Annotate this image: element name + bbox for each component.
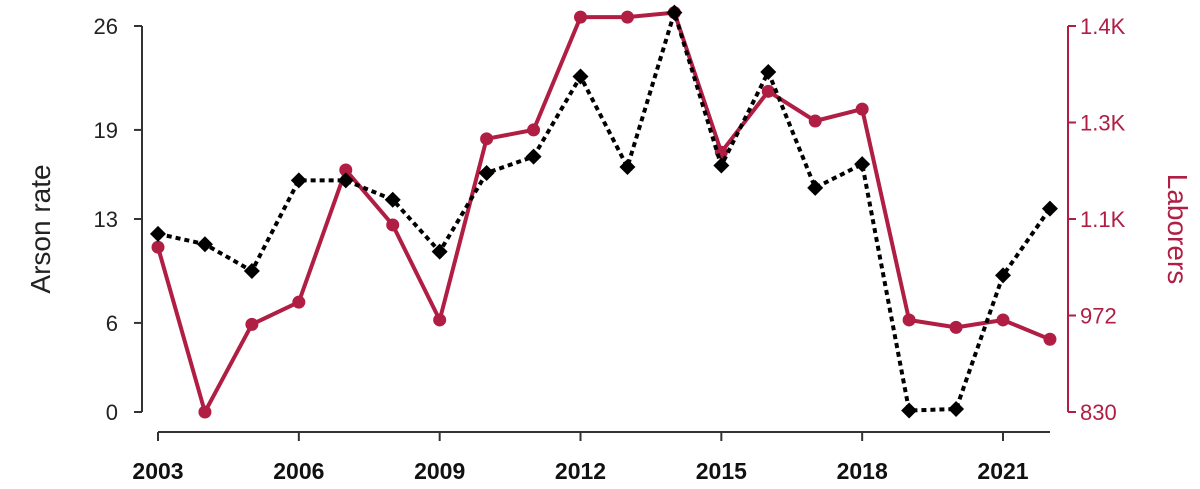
x-tick-label: 2009 — [414, 458, 465, 484]
data-point-circle — [292, 295, 306, 309]
left-tick-label: 6 — [106, 311, 118, 336]
data-point-diamond — [1041, 200, 1058, 217]
right-tick-label: 1.1K — [1080, 207, 1126, 232]
data-point-circle — [433, 313, 447, 327]
data-point-circle — [1043, 332, 1057, 346]
right-tick-label: 972 — [1080, 304, 1117, 329]
data-point-diamond — [384, 191, 401, 208]
data-point-diamond — [243, 262, 260, 279]
data-point-diamond — [854, 156, 871, 173]
data-point-diamond — [572, 68, 589, 85]
data-point-diamond — [525, 148, 542, 165]
series-layer — [150, 4, 1058, 419]
data-point-circle — [198, 405, 212, 419]
data-point-diamond — [150, 225, 166, 242]
right-axis: 830 972 1.1K 1.3K 1.4K — [1067, 14, 1126, 425]
data-point-diamond — [196, 236, 213, 253]
data-point-diamond — [666, 4, 683, 21]
data-point-circle — [902, 313, 916, 327]
data-point-circle — [527, 123, 541, 137]
y-axis-label-right: Laborers — [1162, 174, 1193, 285]
y-axis-label-left: Arson rate — [25, 164, 56, 293]
data-point-circle — [808, 114, 822, 128]
series-line — [156, 10, 1051, 414]
left-tick-label: 0 — [106, 400, 118, 425]
right-tick-label: 830 — [1080, 400, 1117, 425]
left-tick-label: 13 — [94, 207, 118, 232]
x-tick-label: 2015 — [696, 458, 747, 484]
data-point-diamond — [337, 172, 354, 189]
left-tick-label: 26 — [94, 14, 118, 39]
right-tick-label: 1.4K — [1080, 14, 1126, 39]
data-point-diamond — [431, 243, 448, 260]
right-tick-label: 1.3K — [1080, 111, 1126, 136]
data-point-diamond — [948, 401, 965, 418]
data-point-diamond — [995, 267, 1011, 284]
data-point-circle — [245, 317, 259, 331]
left-axis: 0 6 13 19 26 — [94, 14, 143, 425]
data-point-circle — [761, 84, 775, 98]
series-arson-rate — [150, 4, 1058, 419]
data-point-circle — [480, 132, 494, 146]
data-point-diamond — [807, 179, 824, 196]
x-tick-label: 2021 — [977, 458, 1028, 484]
data-point-diamond — [478, 164, 495, 181]
data-point-diamond — [619, 159, 636, 176]
data-point-circle — [386, 218, 400, 232]
x-tick-label: 2003 — [132, 458, 183, 484]
x-tick-label: 2012 — [555, 458, 606, 484]
data-point-circle — [949, 320, 963, 334]
data-point-diamond — [713, 157, 730, 174]
x-axis: 2003 2006 2009 2012 2015 2018 2021 — [132, 431, 1050, 484]
data-point-circle — [855, 102, 869, 116]
x-tick-label: 2006 — [273, 458, 324, 484]
x-tick-label: 2018 — [837, 458, 888, 484]
data-point-diamond — [901, 402, 918, 419]
series-line — [157, 10, 1052, 413]
data-point-circle — [574, 10, 587, 24]
data-point-diamond — [760, 64, 777, 81]
data-point-circle — [996, 313, 1010, 327]
data-point-circle — [620, 10, 634, 24]
data-point-diamond — [290, 172, 307, 189]
data-point-circle — [339, 163, 353, 177]
data-point-circle — [151, 240, 165, 254]
left-tick-label: 19 — [94, 118, 118, 143]
series-laborers — [151, 6, 1057, 419]
